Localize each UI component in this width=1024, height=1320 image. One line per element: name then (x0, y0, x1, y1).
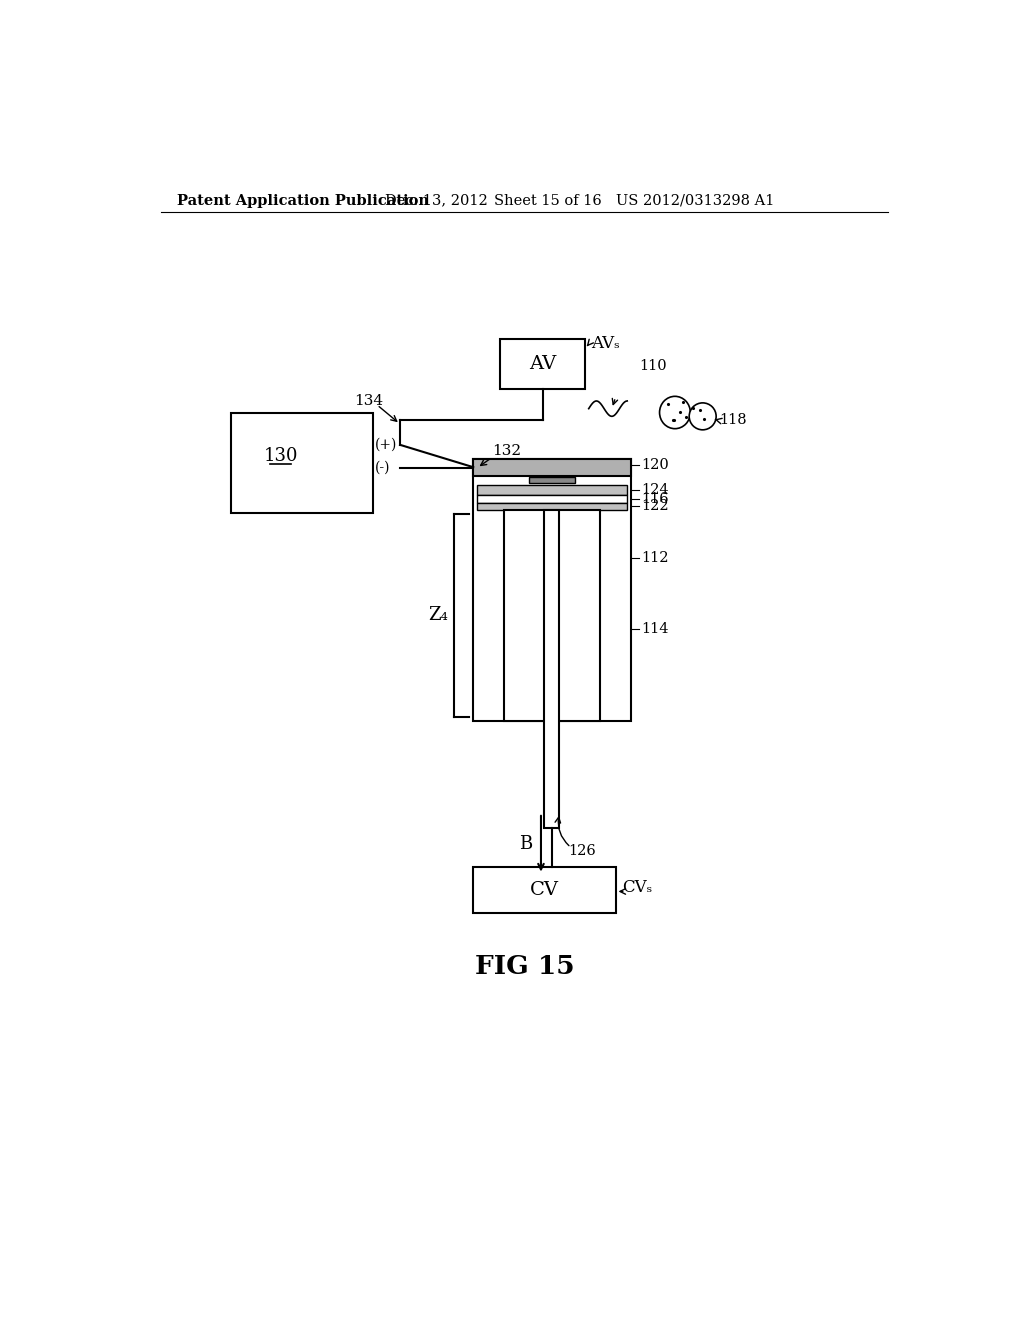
Ellipse shape (689, 403, 716, 430)
Text: CVₛ: CVₛ (622, 879, 652, 896)
Bar (477, 484, 628, 495)
Text: 130: 130 (263, 447, 298, 466)
Text: AV: AV (528, 355, 556, 374)
Text: 118: 118 (720, 413, 748, 428)
Text: AVₛ: AVₛ (591, 335, 620, 351)
Ellipse shape (659, 396, 690, 429)
Text: 132: 132 (493, 444, 521, 458)
Text: Dec. 13, 2012: Dec. 13, 2012 (385, 194, 487, 207)
Bar (477, 503, 628, 511)
Text: 112: 112 (641, 552, 669, 565)
Text: Z₄: Z₄ (428, 606, 447, 624)
Text: 134: 134 (354, 393, 383, 408)
Bar (500, 339, 585, 389)
Text: FIG 15: FIG 15 (475, 954, 574, 979)
Text: 120: 120 (641, 458, 669, 471)
Text: 114: 114 (641, 622, 669, 636)
Bar (473, 459, 631, 475)
Bar (473, 867, 615, 913)
Bar (477, 495, 628, 503)
Text: (-): (-) (375, 461, 390, 475)
Text: US 2012/0313298 A1: US 2012/0313298 A1 (615, 194, 774, 207)
Text: 116: 116 (641, 492, 669, 506)
Bar (544, 511, 559, 829)
Text: 126: 126 (568, 845, 596, 858)
Bar (528, 478, 574, 483)
Bar (504, 511, 600, 721)
Bar (473, 459, 631, 721)
Text: Patent Application Publication: Patent Application Publication (177, 194, 429, 207)
Text: 124: 124 (641, 483, 669, 496)
Text: 110: 110 (639, 359, 667, 374)
Text: Sheet 15 of 16: Sheet 15 of 16 (494, 194, 602, 207)
Text: B: B (519, 834, 532, 853)
Text: CV: CV (530, 880, 559, 899)
Bar (230, 413, 373, 512)
Text: (+): (+) (375, 438, 397, 451)
Text: 122: 122 (641, 499, 669, 513)
